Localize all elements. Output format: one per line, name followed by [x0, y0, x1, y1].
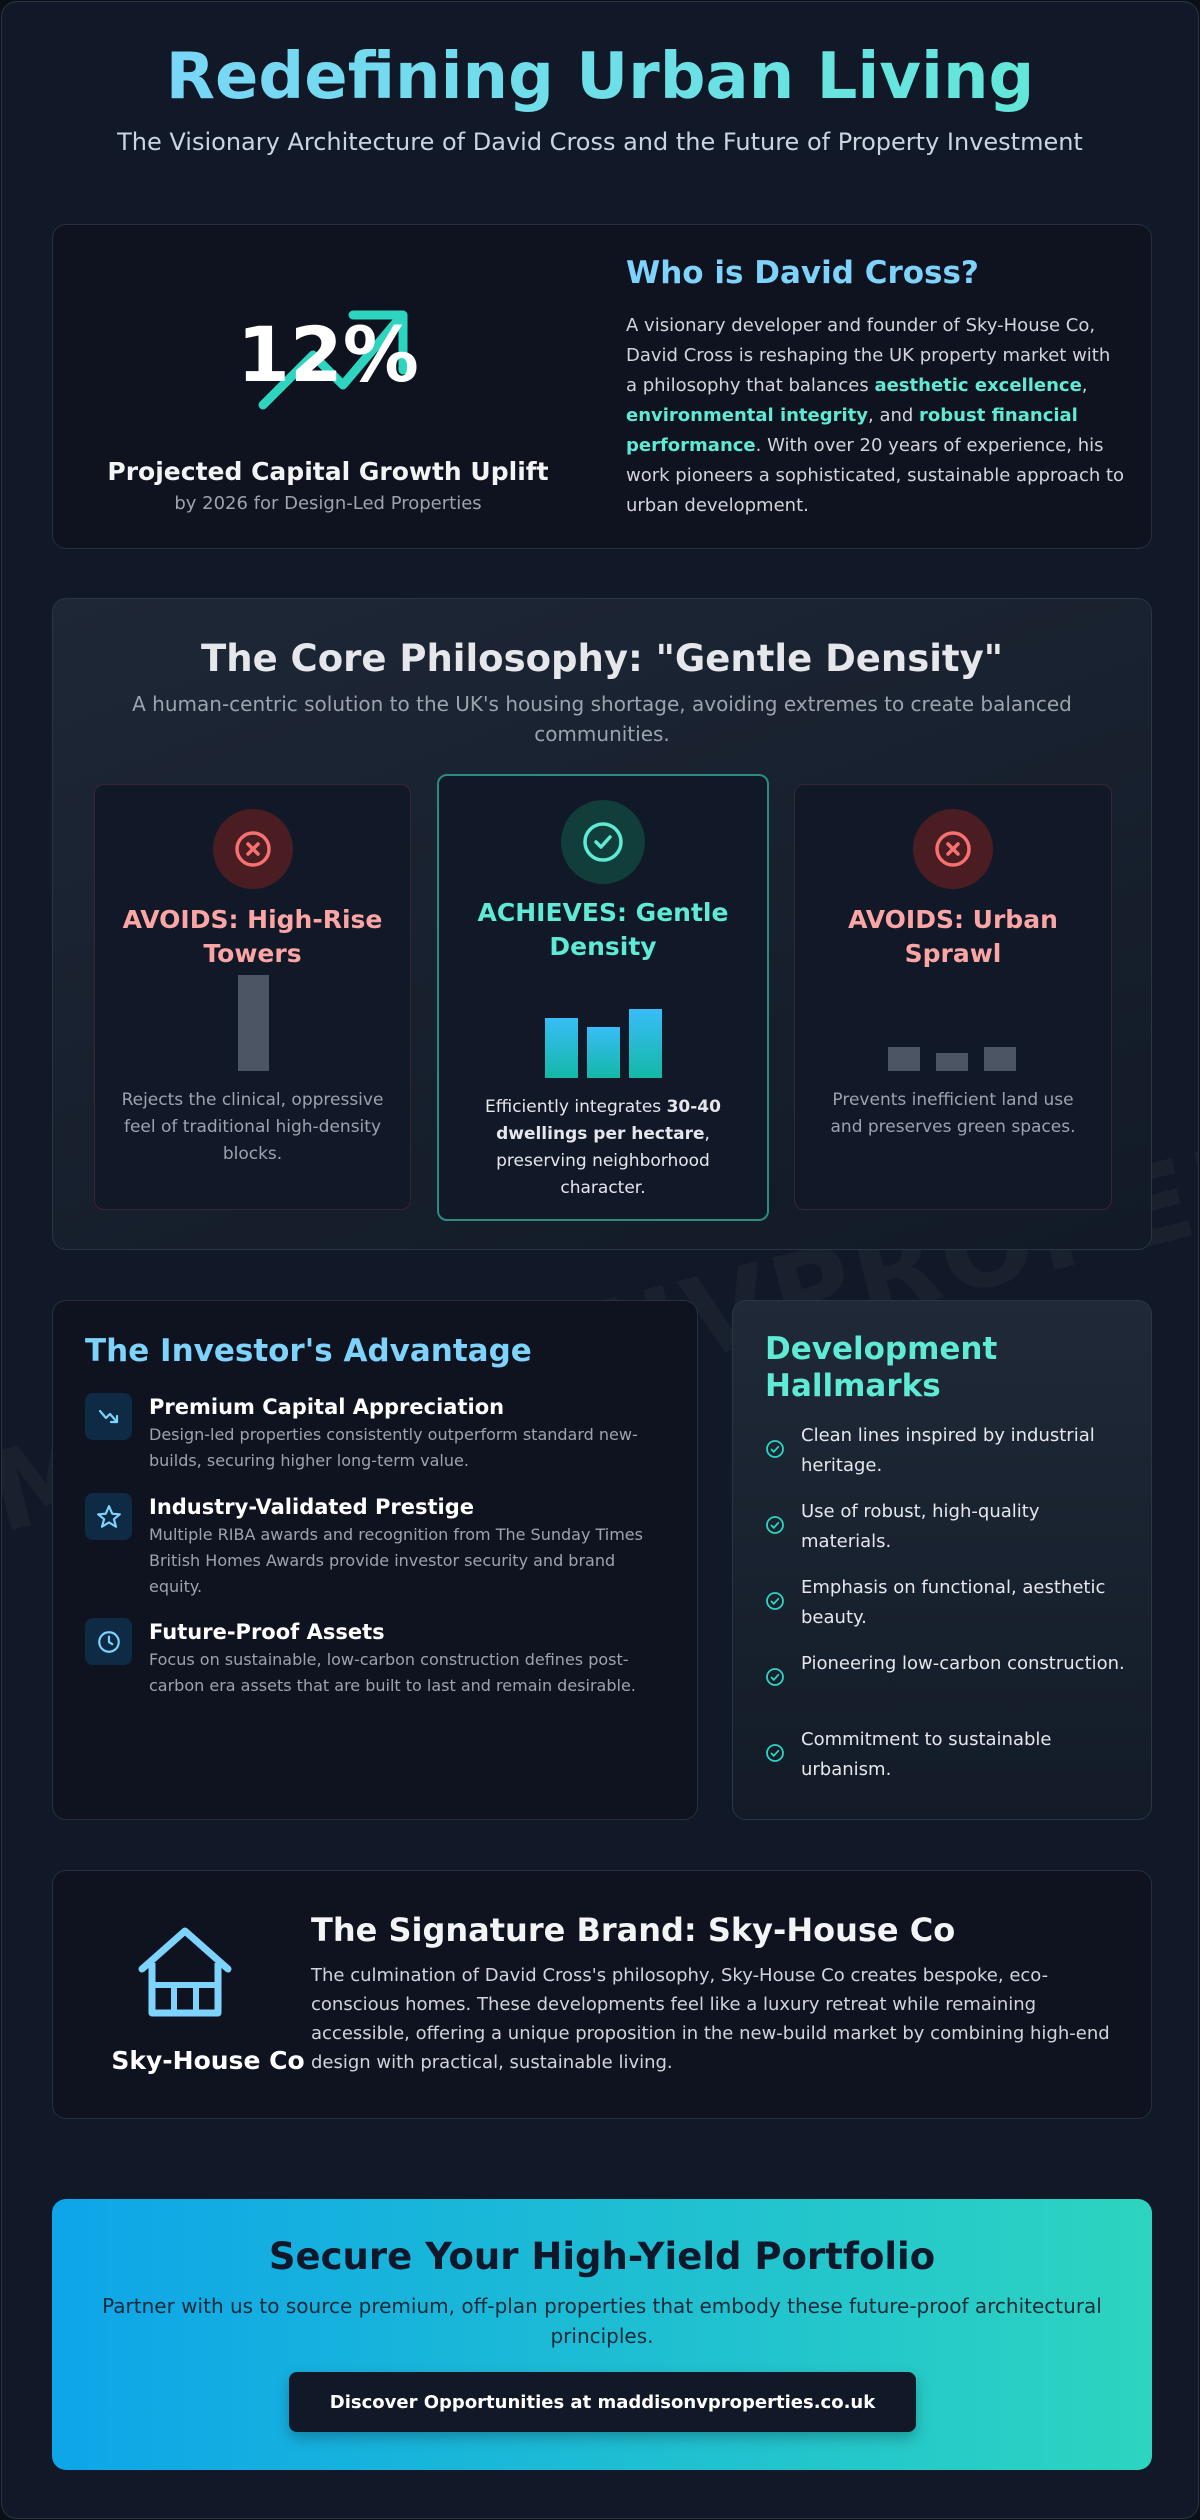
trend-up-icon — [258, 310, 408, 410]
x-circle-icon — [913, 809, 993, 889]
card-title: AVOIDS: Urban Sprawl — [848, 905, 1058, 968]
tower-illustration — [238, 975, 269, 1071]
star-icon — [85, 1493, 132, 1540]
advantage-item: Industry-Validated Prestige Multiple RIB… — [85, 1493, 665, 1600]
investor-title: The Investor's Advantage — [85, 1333, 532, 1369]
hallmark-item: Emphasis on functional, aesthetic beauty… — [765, 1573, 1125, 1633]
check-circle-icon — [766, 1744, 784, 1762]
check-circle-icon — [561, 800, 645, 884]
who-title: Who is David Cross? — [626, 255, 979, 291]
hallmarks-title: Development Hallmarks — [765, 1331, 998, 1404]
card-title: ACHIEVES: Gentle Density — [477, 898, 729, 961]
clock-icon — [85, 1618, 132, 1665]
check-circle-icon — [766, 1516, 784, 1534]
hallmark-item: Commitment to sustainable urbanism. — [765, 1725, 1125, 1785]
card-title: AVOIDS: High-Rise Towers — [122, 905, 383, 968]
cta-title: Secure Your High-Yield Portfolio — [268, 2235, 936, 2278]
who-text: A visionary developer and founder of Sky… — [626, 315, 1125, 516]
x-circle-icon — [212, 809, 293, 889]
philosophy-card-high-rise: AVOIDS: High-Rise Towers Rejects the cli… — [94, 784, 411, 1210]
low-rise-illustration — [545, 1006, 665, 1078]
house-logo-icon — [138, 1927, 232, 2017]
cta-section: Secure Your High-Yield Portfolio Partner… — [52, 2199, 1152, 2470]
stat-label: Projected Capital Growth Uplift — [107, 457, 549, 486]
hallmark-item: Pioneering low-carbon construction. — [765, 1649, 1125, 1686]
trend-arrow-icon — [85, 1393, 132, 1440]
card-text: Prevents inefficient land use and preser… — [830, 1090, 1076, 1137]
philosophy-card-urban-sprawl: AVOIDS: Urban Sprawl Prevents inefficien… — [794, 784, 1112, 1210]
card-text: Rejects the clinical, oppressive feel of… — [121, 1090, 384, 1164]
discover-opportunities-button[interactable]: Discover Opportunities at maddisonvprope… — [289, 2372, 916, 2432]
hallmark-item: Use of robust, high-quality materials. — [765, 1497, 1125, 1557]
stat-sublabel: by 2026 for Design-Led Properties — [174, 493, 482, 514]
growth-stat: 12% Projected Capital Growth Uplift by 2… — [53, 225, 603, 550]
development-hallmarks-card: Development Hallmarks Clean lines inspir… — [732, 1300, 1152, 1820]
page-title: Redefining Urban Living — [2, 40, 1198, 114]
who-section: Who is David Cross? A visionary develope… — [626, 255, 1126, 521]
page-subtitle: The Visionary Architecture of David Cros… — [117, 128, 1083, 156]
brand-title: The Signature Brand: Sky-House Co — [311, 1911, 956, 1949]
cta-text: Partner with us to source premium, off-p… — [102, 2294, 1102, 2348]
hallmark-item: Clean lines inspired by industrial herit… — [765, 1421, 1125, 1481]
core-title: The Core Philosophy: "Gentle Density" — [200, 637, 1004, 680]
check-circle-icon — [766, 1668, 784, 1686]
intro-card: 12% Projected Capital Growth Uplift by 2… — [52, 224, 1152, 549]
check-circle-icon — [766, 1440, 784, 1458]
stat-value: 12% — [237, 310, 419, 399]
investor-advantage-card: The Investor's Advantage Premium Capital… — [52, 1300, 698, 1820]
sprawl-illustration — [888, 1047, 1018, 1071]
brand-name: Sky-House Co — [111, 2046, 305, 2075]
advantage-item: Premium Capital Appreciation Design-led … — [85, 1393, 665, 1474]
core-subtitle: A human-centric solution to the UK's hou… — [132, 692, 1072, 746]
card-text: Efficiently integrates 30-40 dwellings p… — [485, 1097, 721, 1198]
advantage-item: Future-Proof Assets Focus on sustainable… — [85, 1618, 665, 1699]
philosophy-card-gentle-density: ACHIEVES: Gentle Density Efficiently int… — [437, 774, 769, 1221]
check-circle-icon — [766, 1592, 784, 1610]
core-philosophy-section: The Core Philosophy: "Gentle Density" A … — [52, 598, 1152, 1250]
brand-text: The culmination of David Cross's philoso… — [311, 1965, 1110, 2073]
signature-brand-card: Sky-House Co The Signature Brand: Sky-Ho… — [52, 1870, 1152, 2119]
